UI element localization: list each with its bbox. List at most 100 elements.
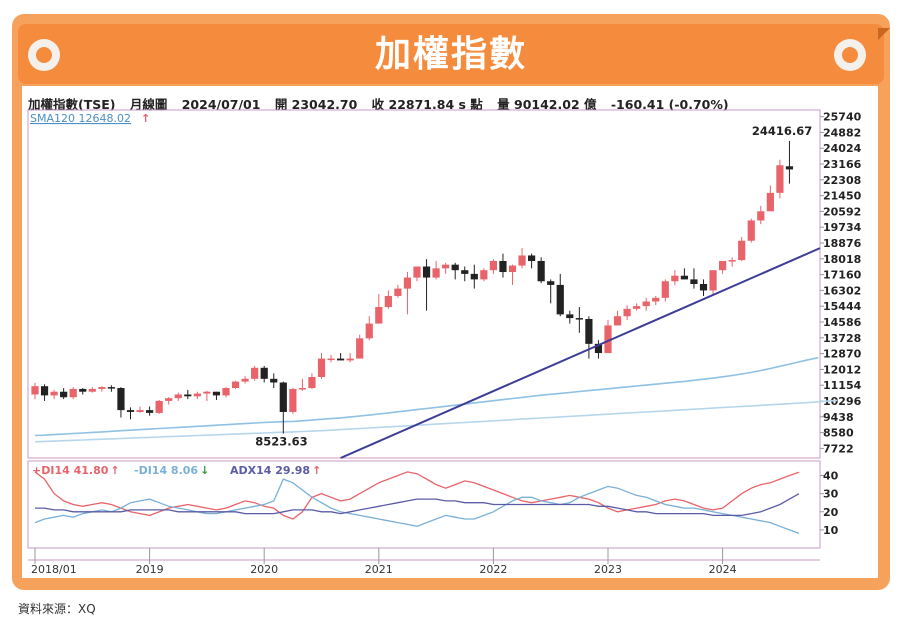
y-tick-label: 20592 [823,205,861,218]
source-note: 資料來源：XQ [18,602,96,616]
candle-body [279,382,287,412]
candle-body [375,307,383,324]
candle-body [40,386,49,396]
left-circle-icon [28,39,60,71]
candle-body [117,388,125,411]
candle-body [633,306,641,309]
candle-body [413,266,421,278]
x-tick-label: 2018/01 [31,563,77,576]
candle-body [126,410,135,412]
sma120-line [34,356,819,437]
candle-body [785,166,794,170]
di-legend-label: ADX14 29.98 [230,464,310,477]
x-tick-label: 2023 [594,563,622,576]
candle-body [594,343,603,354]
di-series-line [35,493,800,517]
candle-body [757,211,765,221]
candle-body [193,393,201,397]
y-tick-label: 16302 [823,284,861,297]
close-label: 收 22871.84 s 點 [371,97,483,112]
candle-body [747,220,755,241]
candle-body [79,388,87,392]
candle-body [136,410,144,412]
y-tick-label: 15444 [823,300,862,313]
price-annotation: 24416.67 [752,124,812,138]
candle-body [384,295,392,308]
x-tick-label: 2020 [250,563,278,576]
candle-body [499,260,507,273]
trendline [340,247,821,459]
sma-label: SMA120 12648.02 [30,112,131,125]
candle-body [680,275,688,280]
y-tick-label: 8580 [823,427,854,440]
candle-body [231,381,240,389]
di-legend-label: -DI14 8.06 [134,464,198,477]
y-tick-label: 21450 [823,190,862,203]
y-tick-label: 23166 [823,158,862,171]
candle-body [289,388,297,412]
candle-body [766,192,774,212]
y-tick-label: 9438 [823,411,854,424]
candle-body [699,284,708,291]
candle-body [566,314,574,319]
di-series-line [34,478,800,535]
candle-body [165,398,173,401]
candle-body [212,391,221,396]
long-ma-line [34,399,838,443]
candle-body [337,358,345,361]
x-tick-label: 2024 [709,563,737,576]
di-legend-arrow-icon: ↑ [110,464,119,477]
main-plot-border [27,109,821,459]
y-tick-label: 24882 [823,126,861,139]
index-name: 加權指數(TSE) [28,97,116,112]
candle-body [470,273,478,280]
candle-body [480,270,488,280]
di-legend-label: +DI14 41.80 [32,464,109,477]
candle-body [728,260,736,262]
candle-body [298,388,306,390]
candle-body [146,410,154,413]
right-circle-icon [834,39,866,71]
candle-body [403,277,412,289]
candle-body [585,318,593,344]
title-ribbon [18,24,884,84]
y-tick-label: 22308 [823,174,861,187]
y-tick-label: 25740 [823,111,862,124]
di-tick-label: 10 [823,524,839,537]
di-tick-label: 20 [823,506,839,519]
y-tick-label: 11154 [823,379,862,392]
period-label: 月線圖 [129,97,168,112]
candle-body [575,318,583,320]
candle-body [365,323,373,339]
open-label: 開 23042.70 [274,97,358,112]
candle-body [709,270,717,291]
candle-body [556,284,564,315]
x-tick-label: 2019 [136,563,164,576]
di-series-line [34,471,800,520]
candle-body [461,270,469,274]
candle-body [738,240,746,261]
candle-body [394,288,402,296]
candle-body [88,388,96,392]
candle-body [50,391,58,396]
y-tick-label: 10296 [823,395,862,408]
candle-body [661,281,669,298]
volume-label: 量 90142.02 億 [497,97,597,112]
y-tick-label: 18018 [823,253,861,266]
candle-body [155,400,163,413]
candle-body [241,378,249,382]
x-tick-label: 2021 [365,563,393,576]
candle-body [671,275,679,282]
y-tick-label: 12012 [823,363,861,376]
candle-body [270,378,278,383]
candle-body [613,316,622,326]
ribbon-fold [878,28,890,40]
candle-body [690,279,698,284]
candle-body [346,358,354,361]
y-tick-label: 17160 [823,269,862,282]
candle-body [356,338,364,359]
y-tick-label: 12870 [823,348,862,361]
page-title: 加權指數 [374,33,527,75]
candle-body [652,297,660,302]
